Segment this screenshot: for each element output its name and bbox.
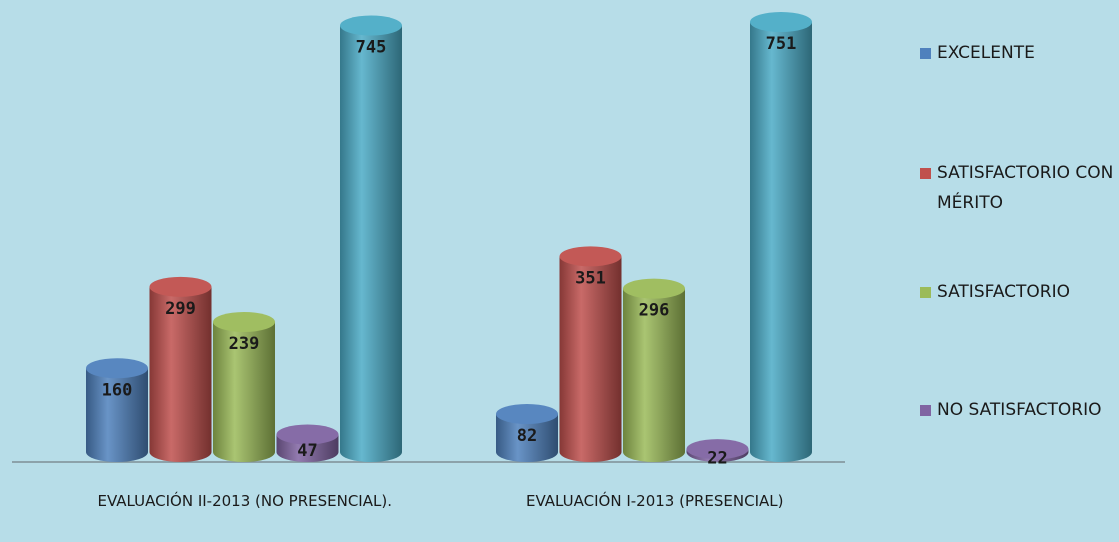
bar: [149, 286, 212, 462]
bar-top: [559, 246, 622, 267]
category-label: EVALUACIÓN I-2013 (PRESENCIAL): [526, 492, 784, 510]
bar-top: [623, 278, 685, 299]
category-label: EVALUACIÓN II-2013 (NO PRESENCIAL).: [97, 492, 392, 510]
value-label: 296: [639, 301, 670, 321]
legend-label: EXCELENTE: [937, 43, 1035, 63]
bar: [559, 256, 622, 462]
value-label: 22: [707, 449, 727, 469]
legend-swatch: [920, 287, 931, 298]
bar-top: [149, 276, 212, 297]
bar-top: [276, 424, 339, 445]
legend-label: SATISFACTORIO: [937, 282, 1070, 302]
value-label: 745: [356, 38, 387, 58]
legend-swatch: [920, 405, 931, 416]
legend-swatch: [920, 168, 931, 179]
bar: [750, 22, 812, 462]
value-label: 82: [517, 426, 537, 446]
value-label: 239: [229, 334, 260, 354]
value-label: 751: [766, 34, 797, 54]
value-label: 160: [102, 380, 133, 400]
legend-swatch: [920, 48, 931, 59]
bar-top: [496, 403, 558, 424]
bar-top: [340, 15, 402, 36]
bar-top: [86, 358, 148, 379]
bar: [213, 321, 275, 462]
bar: [623, 288, 685, 462]
value-label: 47: [297, 441, 317, 461]
bar: [496, 413, 558, 462]
value-label: 299: [165, 299, 196, 319]
legend-label: NO SATISFACTORIO: [937, 400, 1102, 420]
bar-top: [750, 12, 812, 32]
value-label: 351: [575, 268, 606, 288]
bar: [340, 25, 402, 462]
bar-top: [213, 311, 275, 332]
legend-label: SATISFACTORIO CON MÉRITO: [937, 163, 1114, 213]
bar: [86, 368, 148, 462]
bar-top: [686, 439, 749, 460]
